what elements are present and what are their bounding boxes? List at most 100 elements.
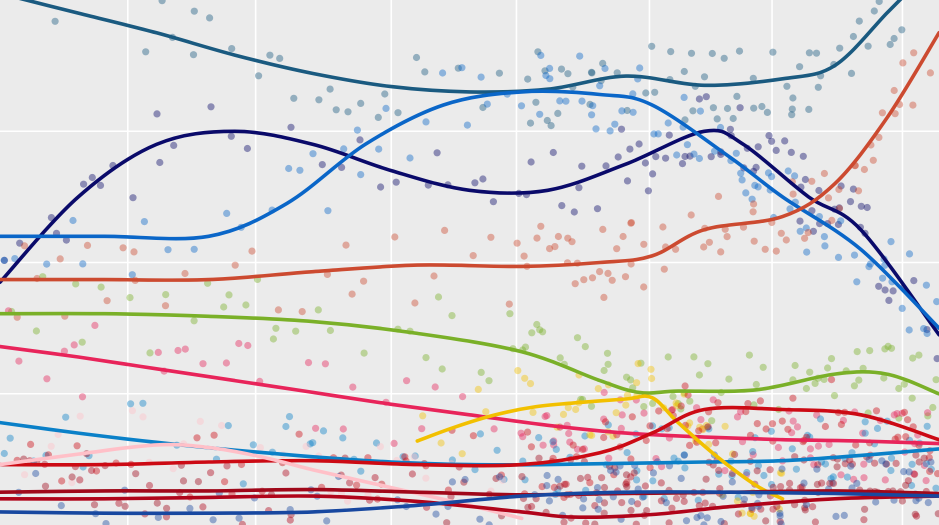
poll-point <box>657 497 666 505</box>
poll-point <box>129 194 137 202</box>
poll-point <box>606 127 614 135</box>
poll-point <box>309 150 317 158</box>
poll-point <box>338 163 346 171</box>
poll-point <box>669 405 677 414</box>
poll-point <box>674 400 682 408</box>
poll-point <box>588 69 596 77</box>
poll-point <box>520 252 528 260</box>
poll-point <box>687 211 695 219</box>
poll-point <box>796 227 804 235</box>
poll-point <box>885 296 893 304</box>
poll-point <box>860 474 868 482</box>
poll-point <box>96 181 105 189</box>
poll-point <box>769 505 777 513</box>
poll-point <box>695 95 704 103</box>
poll-point <box>533 320 541 329</box>
poll-point <box>292 327 300 335</box>
poll-point <box>411 299 419 307</box>
poll-point <box>900 380 908 388</box>
poll-point <box>752 163 760 171</box>
poll-point <box>864 42 872 50</box>
poll-point <box>774 443 783 452</box>
poll-point <box>789 94 797 102</box>
poll-point <box>403 377 411 385</box>
poll-point <box>909 101 917 109</box>
poll-point <box>743 468 751 477</box>
poll-point <box>657 479 665 487</box>
poll-point <box>759 363 767 371</box>
poll-point <box>646 464 654 472</box>
poll-point <box>802 224 810 232</box>
poll-point <box>894 433 902 441</box>
poll-point <box>811 518 819 525</box>
poll-point <box>621 273 630 281</box>
poll-point <box>767 480 776 489</box>
poll-point <box>758 102 766 111</box>
poll-point <box>749 74 757 82</box>
poll-point <box>684 391 692 399</box>
poll-point <box>206 14 214 22</box>
poll-point <box>923 329 931 338</box>
poll-point <box>811 379 819 387</box>
poll-point <box>808 177 816 185</box>
poll-point <box>513 239 521 247</box>
poll-point <box>882 460 891 468</box>
poll-point <box>662 499 670 507</box>
poll-point <box>13 313 21 321</box>
poll-point <box>496 473 504 481</box>
poll-point <box>20 242 29 250</box>
poll-point <box>560 518 568 525</box>
poll-point <box>209 516 217 524</box>
poll-point <box>174 346 182 355</box>
poll-point <box>346 479 354 487</box>
poll-point <box>709 104 718 112</box>
poll-point <box>633 476 641 484</box>
poll-point <box>922 460 930 468</box>
poll-point <box>806 368 814 376</box>
poll-point <box>218 421 226 430</box>
poll-point <box>837 420 846 429</box>
poll-point <box>391 233 399 241</box>
poll-point <box>285 413 294 421</box>
poll-point <box>514 367 522 375</box>
poll-point <box>269 335 277 343</box>
poll-point <box>617 125 626 133</box>
poll-point <box>580 445 588 453</box>
poll-point <box>90 501 99 509</box>
poll-point <box>702 93 710 101</box>
poll-point <box>696 107 705 115</box>
poll-point <box>933 355 939 363</box>
poll-point <box>469 252 477 260</box>
poll-point <box>665 519 673 525</box>
poll-point <box>925 454 933 462</box>
poll-point <box>622 471 631 479</box>
poll-point <box>495 69 503 77</box>
poll-point <box>762 425 770 433</box>
poll-point <box>857 202 865 210</box>
poll-point <box>460 478 468 486</box>
poll-point <box>627 506 635 514</box>
poll-point <box>477 368 485 376</box>
poll-point <box>146 349 154 357</box>
poll-point <box>783 82 791 90</box>
poll-point <box>600 509 608 517</box>
poll-point <box>568 238 576 246</box>
poll-point <box>728 478 736 486</box>
poll-point <box>604 360 612 368</box>
poll-point <box>581 343 589 351</box>
poll-point <box>535 454 543 462</box>
poll-point <box>562 97 570 105</box>
poll-point <box>873 424 882 432</box>
poll-point <box>340 145 348 153</box>
poll-point <box>579 445 587 453</box>
poll-point <box>536 326 544 334</box>
poll-point <box>572 405 580 414</box>
poll-point <box>132 470 140 478</box>
poll-point <box>584 473 592 481</box>
poll-point <box>705 238 714 246</box>
poll-point <box>587 402 596 410</box>
poll-point <box>776 509 784 517</box>
trend-line-9 <box>0 442 524 521</box>
poll-point <box>623 373 631 381</box>
poll-point <box>853 348 861 356</box>
